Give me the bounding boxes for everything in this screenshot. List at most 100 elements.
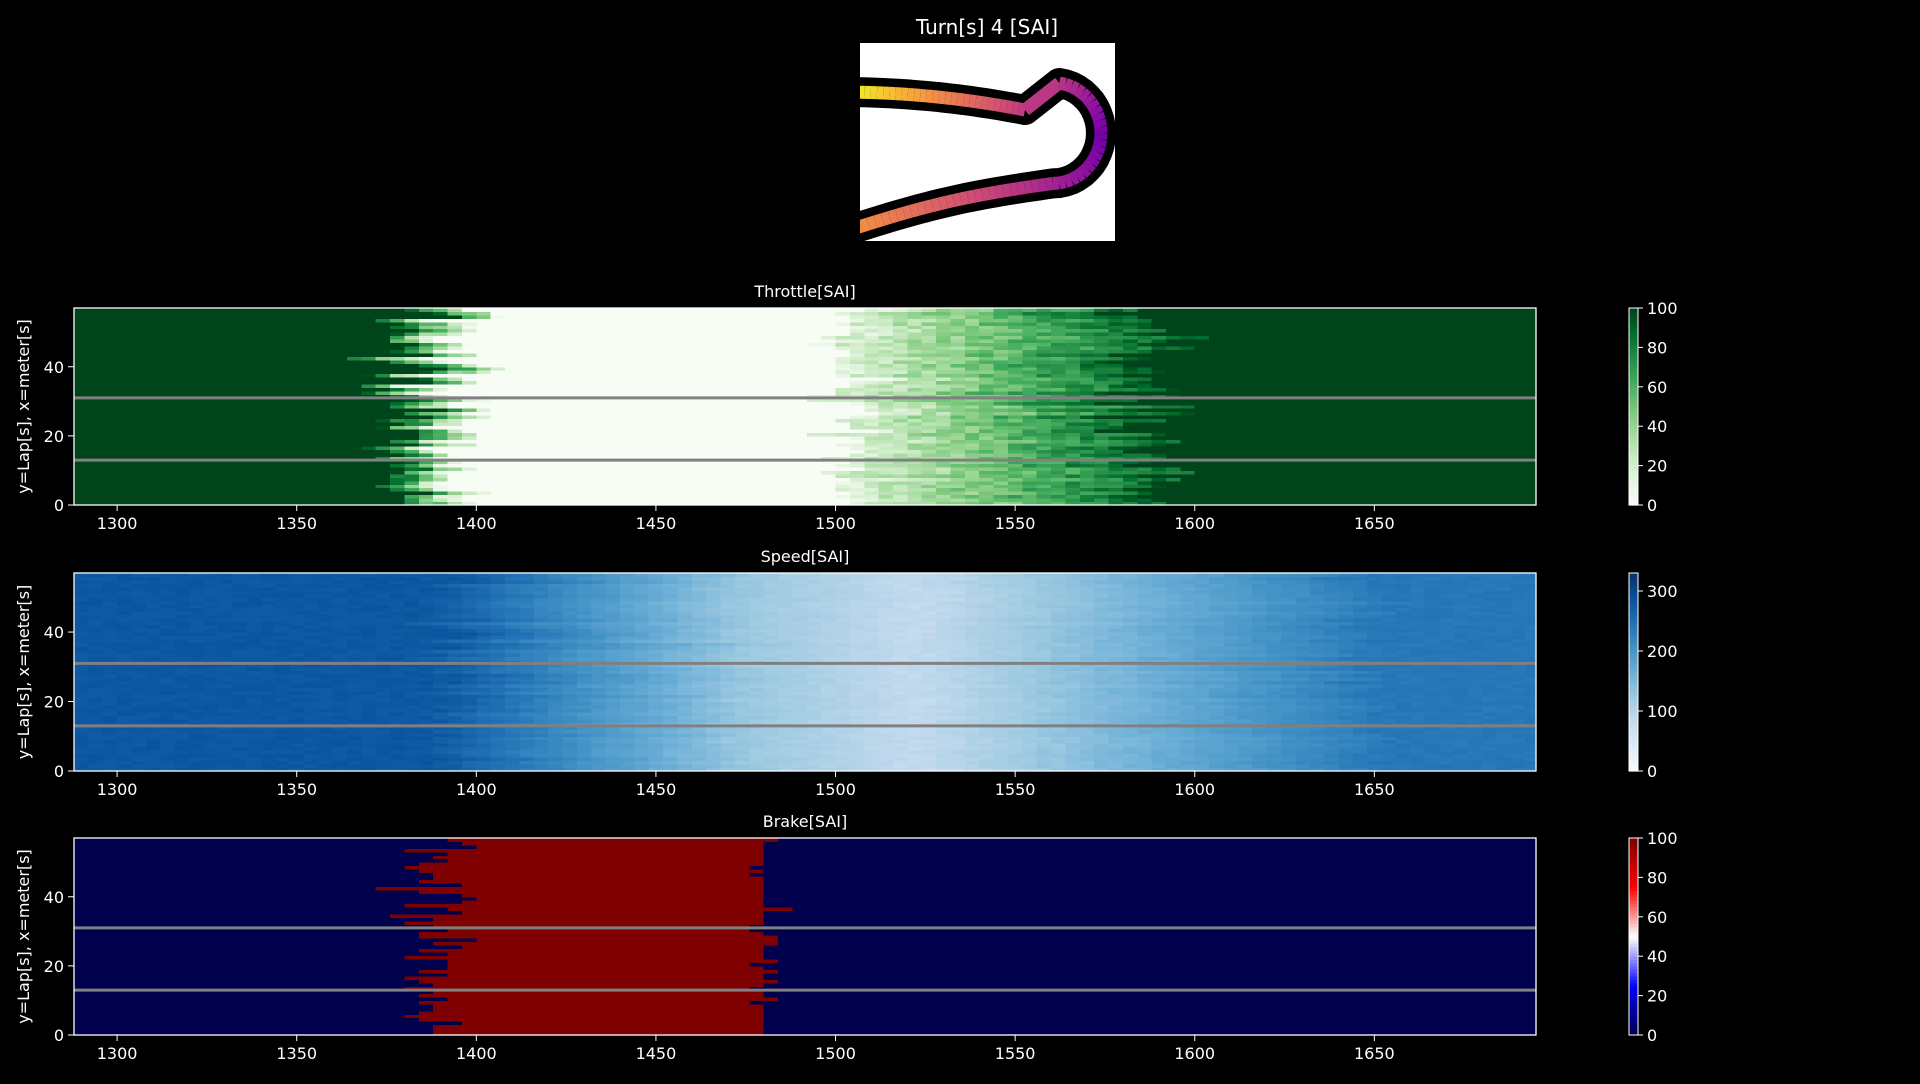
- heatmap-cell: [807, 757, 822, 761]
- y-tick-label: 20: [44, 427, 64, 446]
- heatmap-cell: [1324, 695, 1339, 699]
- heatmap-cell: [620, 708, 635, 712]
- heatmap-cell: [591, 740, 606, 744]
- heatmap-cell: [807, 733, 822, 737]
- heatmap-cell: [505, 747, 520, 751]
- heatmap-cell: [994, 702, 1009, 706]
- heatmap-cell: [1037, 764, 1052, 768]
- heatmap-cell: [649, 674, 664, 678]
- heatmap-cell: [1425, 729, 1440, 733]
- heatmap-cell: [922, 401, 937, 405]
- heatmap-cell: [1080, 374, 1095, 378]
- heatmap-cell: [850, 322, 865, 326]
- heatmap-cell: [864, 322, 879, 326]
- heatmap-cell: [1295, 698, 1310, 702]
- heatmap-cell: [376, 446, 391, 450]
- heatmap-cell: [476, 656, 491, 660]
- heatmap-cell: [979, 715, 994, 719]
- heatmap-cell: [390, 488, 405, 492]
- heatmap-cell: [836, 708, 851, 712]
- heatmap-cell: [491, 315, 506, 319]
- heatmap-cell: [275, 702, 290, 706]
- heatmap-cell: [448, 439, 865, 443]
- heatmap-cell: [922, 712, 937, 716]
- heatmap-cell: [1439, 681, 1454, 685]
- heatmap-cell: [1022, 688, 1037, 692]
- heatmap-cell: [893, 498, 908, 502]
- heatmap-cell: [1353, 747, 1368, 751]
- heatmap-cell: [519, 733, 534, 737]
- heatmap-cell: [1353, 684, 1368, 688]
- heatmap-cell: [476, 667, 491, 671]
- heatmap-cell: [1468, 674, 1483, 678]
- heatmap-cell: [950, 681, 965, 685]
- heatmap-cell: [448, 429, 463, 433]
- heatmap-cell: [1180, 470, 1195, 474]
- heatmap-cell: [864, 346, 879, 350]
- heatmap-cell: [1525, 684, 1536, 688]
- heatmap-cell: [232, 705, 247, 709]
- heatmap-cell: [318, 705, 333, 709]
- track-segment: [876, 220, 883, 222]
- heatmap-cell: [1008, 422, 1023, 426]
- heatmap-cell: [1094, 332, 1109, 336]
- heatmap-cell: [448, 715, 463, 719]
- heatmap-cell: [390, 325, 405, 329]
- heatmap-cell: [850, 349, 865, 353]
- heatmap-cell: [146, 733, 161, 737]
- heatmap-cell: [821, 754, 836, 758]
- heatmap-cell: [448, 695, 463, 699]
- heatmap-cell: [821, 719, 850, 723]
- heatmap-cell: [1482, 688, 1511, 692]
- heatmap-cell: [979, 363, 994, 367]
- heatmap-cell: [850, 484, 865, 488]
- heatmap-cell: [131, 708, 146, 712]
- heatmap-cell: [577, 733, 592, 737]
- heatmap-cell: [1008, 315, 1023, 319]
- heatmap-cell: [1109, 695, 1124, 699]
- heatmap-cell: [864, 719, 879, 723]
- track-segment: [982, 103, 988, 104]
- heatmap-cell: [74, 740, 89, 744]
- heatmap-cell: [994, 670, 1009, 674]
- heatmap-cell: [620, 712, 635, 716]
- heatmap-cell: [1281, 740, 1296, 744]
- heatmap-cell: [749, 684, 764, 688]
- heatmap-cell: [979, 688, 994, 692]
- heatmap-cell: [333, 750, 348, 754]
- heatmap-cell: [261, 754, 276, 758]
- heatmap-cell: [1022, 684, 1037, 688]
- heatmap-cell: [433, 667, 448, 671]
- heatmap-cell: [1123, 325, 1138, 329]
- heatmap-cell: [103, 764, 118, 768]
- heatmap-cell: [1080, 436, 1095, 440]
- heatmap-cell: [864, 384, 879, 388]
- heatmap-cell: [1525, 712, 1536, 716]
- heatmap-cell: [88, 747, 103, 751]
- heatmap-cell: [74, 339, 376, 343]
- heatmap-cell: [246, 761, 261, 765]
- heatmap-cell: [1382, 729, 1397, 733]
- heatmap-cell: [1511, 705, 1526, 709]
- heatmap-cell: [1152, 419, 1167, 423]
- heatmap-cell: [1396, 715, 1411, 719]
- heatmap-cell: [1137, 412, 1152, 416]
- heatmap-cell: [965, 356, 980, 360]
- heatmap-cell: [1267, 740, 1282, 744]
- heatmap-cell: [261, 691, 276, 695]
- heatmap-cell: [950, 363, 965, 367]
- heatmap-cell: [864, 436, 879, 440]
- heatmap-cell: [907, 491, 922, 495]
- heatmap-cell: [936, 491, 951, 495]
- heatmap-cell: [1022, 488, 1037, 492]
- heatmap-cell: [1338, 705, 1353, 709]
- heatmap-cell: [864, 464, 879, 468]
- heatmap-cell: [419, 467, 434, 471]
- heatmap-cell: [290, 750, 305, 754]
- heatmap-cell: [476, 377, 893, 381]
- heatmap-cell: [1482, 729, 1497, 733]
- track-segment: [1077, 173, 1082, 177]
- heatmap-cell: [1410, 764, 1425, 768]
- heatmap-cell: [936, 401, 951, 405]
- heatmap-cell: [218, 681, 233, 685]
